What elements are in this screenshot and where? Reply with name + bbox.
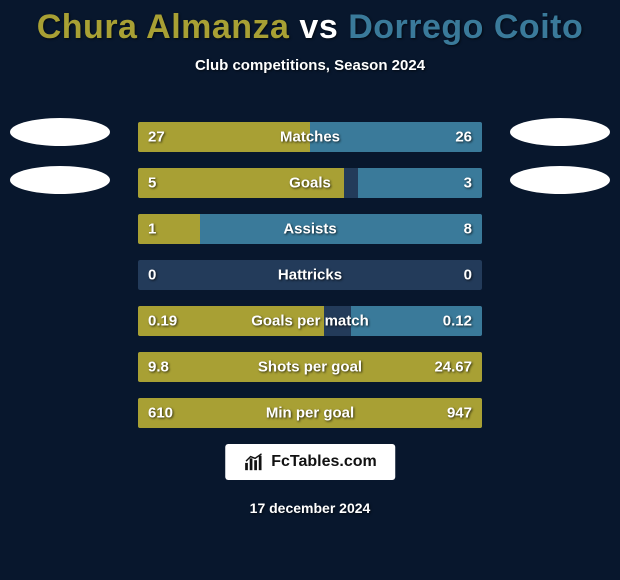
bar-left-fill: [138, 168, 344, 198]
page-title: Chura Almanza vs Dorrego Coito: [0, 0, 620, 47]
bar-left-fill: [138, 398, 482, 428]
club-badge-right-0: [510, 118, 610, 146]
player2-name: Dorrego Coito: [348, 8, 583, 46]
bar-right-fill: [200, 214, 482, 244]
stat-row-goals: 53Goals: [138, 168, 482, 198]
club-badge-right-1: [510, 166, 610, 194]
chart-icon: [243, 452, 265, 472]
stat-row-goals-per-match: 0.190.12Goals per match: [138, 306, 482, 336]
bar-left-fill: [138, 352, 482, 382]
bar-track: [138, 260, 482, 290]
player1-name: Chura Almanza: [37, 8, 290, 46]
badges-right-column: [500, 118, 620, 214]
stat-row-hattricks: 00Hattricks: [138, 260, 482, 290]
stat-row-assists: 18Assists: [138, 214, 482, 244]
stat-row-min-per-goal: 610947Min per goal: [138, 398, 482, 428]
comparison-bars: 2726Matches 53Goals 18Assists 00Hattricks 0.…: [138, 122, 482, 444]
brand-badge[interactable]: FcTables.com: [225, 444, 395, 480]
stat-row-shots-per-goal: 9.824.67Shots per goal: [138, 352, 482, 382]
brand-label: FcTables.com: [271, 453, 377, 471]
badges-left-column: [0, 118, 120, 214]
bar-right-fill: [310, 122, 482, 152]
club-badge-left-0: [10, 118, 110, 146]
bar-right-fill: [358, 168, 482, 198]
stat-row-matches: 2726Matches: [138, 122, 482, 152]
bar-right-fill: [351, 306, 482, 336]
subtitle: Club competitions, Season 2024: [0, 57, 620, 74]
bar-left-fill: [138, 214, 200, 244]
bar-left-fill: [138, 306, 324, 336]
bar-left-fill: [138, 122, 310, 152]
club-badge-left-1: [10, 166, 110, 194]
vs-label: vs: [299, 8, 338, 46]
date-label: 17 december 2024: [0, 500, 620, 516]
